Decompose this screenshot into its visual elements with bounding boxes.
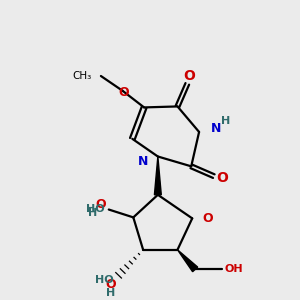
Text: H: H: [88, 208, 97, 218]
Polygon shape: [178, 250, 198, 272]
Text: H: H: [106, 288, 116, 298]
Text: HO: HO: [86, 203, 105, 214]
Text: O: O: [118, 86, 129, 99]
Text: H: H: [221, 116, 230, 126]
Text: O: O: [183, 69, 195, 83]
Text: O: O: [105, 278, 116, 291]
Text: O: O: [202, 212, 213, 225]
Text: CH₃: CH₃: [73, 71, 92, 81]
Text: N: N: [211, 122, 221, 134]
Text: HO: HO: [95, 275, 114, 285]
Polygon shape: [154, 157, 161, 195]
Text: OH: OH: [225, 264, 243, 274]
Text: N: N: [138, 155, 148, 168]
Text: O: O: [217, 171, 229, 185]
Text: O: O: [95, 198, 106, 211]
